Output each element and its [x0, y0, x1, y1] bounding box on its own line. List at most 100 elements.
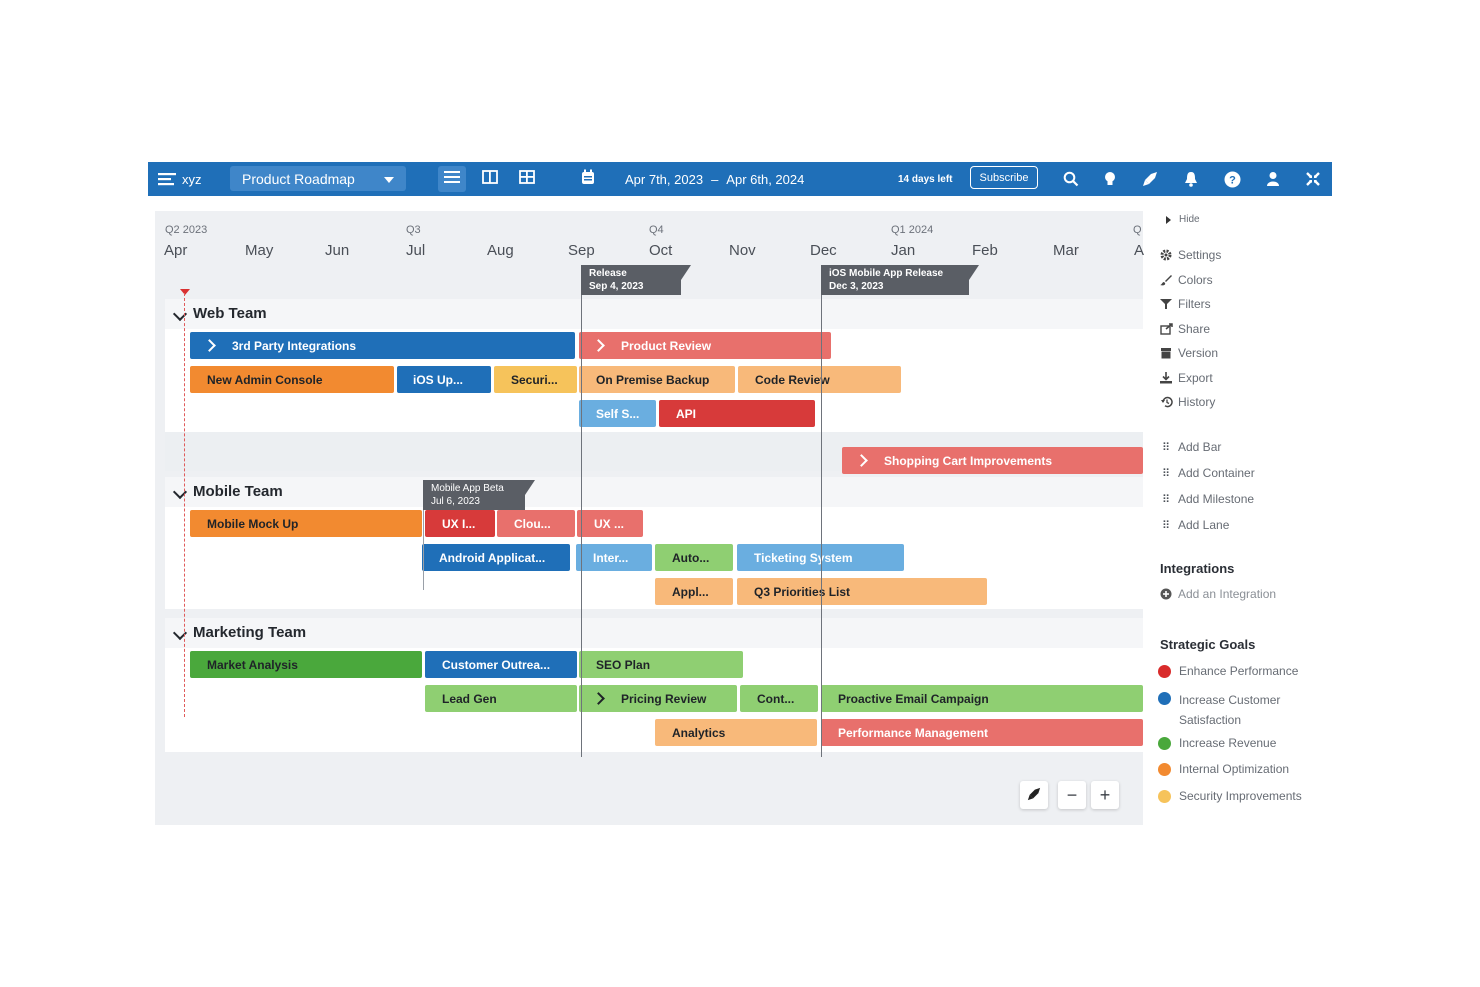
drag-handle-icon: ⠿: [1161, 519, 1171, 532]
menu-share[interactable]: Share: [1158, 322, 1210, 336]
bar-on-premise-backup[interactable]: On Premise Backup: [579, 366, 735, 393]
bar-android-application[interactable]: Android Applicat...: [422, 544, 570, 571]
milestone-mobile-app-beta[interactable]: Mobile App Beta Jul 6, 2023: [423, 480, 535, 510]
milestone-release[interactable]: Release Sep 4, 2023: [581, 265, 691, 295]
add-bar[interactable]: ⠿ Add Bar: [1158, 440, 1221, 454]
bar-q3-priorities-list[interactable]: Q3 Priorities List: [737, 578, 987, 605]
help-icon[interactable]: ?: [1222, 169, 1242, 189]
goal-item[interactable]: Enhance Performance: [1158, 664, 1298, 678]
bar-seo-plan[interactable]: SEO Plan: [579, 651, 743, 678]
bar-proactive-email-campaign[interactable]: Proactive Email Campaign: [821, 685, 1143, 712]
bell-icon[interactable]: [1181, 169, 1201, 189]
goal-item[interactable]: Increase Customer Satisfaction: [1158, 690, 1280, 730]
goal-color-dot: [1158, 762, 1171, 776]
columns-icon: [482, 169, 498, 189]
bar-integrations[interactable]: Inter...: [576, 544, 652, 571]
bar-api[interactable]: API: [659, 400, 815, 427]
add-integration[interactable]: Add an Integration: [1158, 587, 1276, 601]
bar-ticketing-system[interactable]: Ticketing System: [737, 544, 904, 571]
quarter-label: Q2 2023: [165, 224, 208, 236]
add-label: Add Lane: [1178, 518, 1230, 532]
bar-label: SEO Plan: [596, 657, 651, 672]
roadmap-selector[interactable]: Product Roadmap: [230, 166, 406, 191]
goal-label: Security Improvements: [1179, 789, 1302, 803]
bar-application[interactable]: Appl...: [655, 578, 733, 605]
month-label: Oct: [649, 242, 673, 259]
goal-item[interactable]: Increase Revenue: [1158, 736, 1276, 750]
goal-color-dot: [1158, 664, 1171, 678]
menu-history[interactable]: History: [1158, 395, 1215, 409]
team-header[interactable]: Web Team: [165, 299, 1143, 329]
hide-panel-button[interactable]: Hide: [1166, 214, 1200, 225]
bar-content[interactable]: Cont...: [740, 685, 818, 712]
bar-label: Product Review: [621, 338, 712, 353]
bar-analytics[interactable]: Analytics: [655, 719, 817, 746]
zoom-in-button[interactable]: +: [1091, 781, 1119, 809]
bar-label: Self S...: [596, 406, 640, 421]
lightbulb-icon[interactable]: [1100, 169, 1120, 189]
add-lane[interactable]: ⠿ Add Lane: [1158, 518, 1229, 532]
menu-colors[interactable]: Colors: [1158, 273, 1213, 287]
bar-label: Lead Gen: [442, 691, 497, 706]
menu-logo[interactable]: xyz: [158, 162, 202, 196]
subscribe-button[interactable]: Subscribe: [970, 166, 1038, 189]
bar-new-admin-console[interactable]: New Admin Console: [190, 366, 394, 393]
team-header[interactable]: Marketing Team: [165, 618, 1143, 648]
list-view-icon: [444, 170, 460, 189]
bar-performance-management[interactable]: Performance Management: [821, 719, 1143, 746]
add-label: Add Bar: [1178, 440, 1222, 454]
bar-ux-i[interactable]: UX I...: [425, 510, 495, 537]
add-container[interactable]: ⠿ Add Container: [1158, 466, 1255, 480]
goal-item[interactable]: Internal Optimization: [1158, 762, 1289, 776]
menu-label: History: [1178, 395, 1216, 409]
goal-color-dot: [1158, 692, 1171, 705]
search-icon[interactable]: [1061, 169, 1081, 189]
bar-customer-outreach[interactable]: Customer Outrea...: [425, 651, 577, 678]
brush-icon: [1158, 273, 1174, 287]
grid-view-button[interactable]: [513, 166, 541, 192]
add-milestone[interactable]: ⠿ Add Milestone: [1158, 492, 1254, 506]
calendar-button[interactable]: [578, 169, 598, 189]
milestone-line: [581, 295, 582, 757]
goal-item[interactable]: Security Improvements: [1158, 789, 1302, 803]
bar-security[interactable]: Securi...: [494, 366, 577, 393]
bar-product-review[interactable]: Product Review: [579, 332, 831, 359]
bar-label: Mobile Mock Up: [207, 516, 299, 531]
roadmap-name: Product Roadmap: [242, 170, 355, 187]
bar-ios-update[interactable]: iOS Up...: [397, 366, 491, 393]
split-view-button[interactable]: [476, 166, 504, 192]
rocket-icon[interactable]: [1140, 169, 1160, 189]
roadmap-app: xyz Product Roadmap Apr 7th, 2023 – Apr …: [148, 162, 1332, 828]
date-range[interactable]: Apr 7th, 2023 – Apr 6th, 2024: [625, 162, 804, 196]
bar-label: Code Review: [755, 372, 830, 387]
bar-self-service[interactable]: Self S...: [579, 400, 656, 427]
pin-button[interactable]: [1020, 781, 1048, 809]
menu-export[interactable]: Export: [1158, 371, 1213, 385]
goal-label: Increase Customer Satisfaction: [1179, 690, 1280, 730]
bar-cloud[interactable]: Clou...: [497, 510, 575, 537]
bar-label: UX ...: [594, 516, 625, 531]
bar-3rd-party-integrations[interactable]: 3rd Party Integrations: [190, 332, 575, 359]
bar-market-analysis[interactable]: Market Analysis: [190, 651, 422, 678]
collapse-icon[interactable]: [1303, 169, 1323, 189]
bar-pricing-review[interactable]: Pricing Review: [579, 685, 737, 712]
bar-label: Performance Management: [838, 725, 989, 740]
bar-label: Inter...: [593, 550, 629, 565]
team-header[interactable]: Mobile Team: [165, 477, 1143, 507]
bar-ux[interactable]: UX ...: [577, 510, 643, 537]
menu-filters[interactable]: Filters: [1158, 297, 1211, 311]
month-label: Nov: [729, 242, 756, 259]
user-icon[interactable]: [1263, 169, 1283, 189]
bar-code-review[interactable]: Code Review: [738, 366, 901, 393]
team-web: Web Team 3rd Party Integrations Product …: [165, 299, 1143, 474]
bar-lead-gen[interactable]: Lead Gen: [425, 685, 577, 712]
month-label: May: [245, 242, 274, 259]
bar-mobile-mock-up[interactable]: Mobile Mock Up: [190, 510, 422, 537]
menu-settings[interactable]: Settings: [1158, 248, 1221, 262]
bar-shopping-cart-improvements[interactable]: Shopping Cart Improvements: [842, 447, 1143, 474]
bar-automation[interactable]: Auto...: [655, 544, 733, 571]
zoom-out-button[interactable]: −: [1058, 781, 1086, 809]
menu-version[interactable]: Version: [1158, 346, 1218, 360]
list-view-button[interactable]: [438, 166, 466, 192]
milestone-ios-release[interactable]: iOS Mobile App Release Dec 3, 2023: [821, 265, 979, 295]
